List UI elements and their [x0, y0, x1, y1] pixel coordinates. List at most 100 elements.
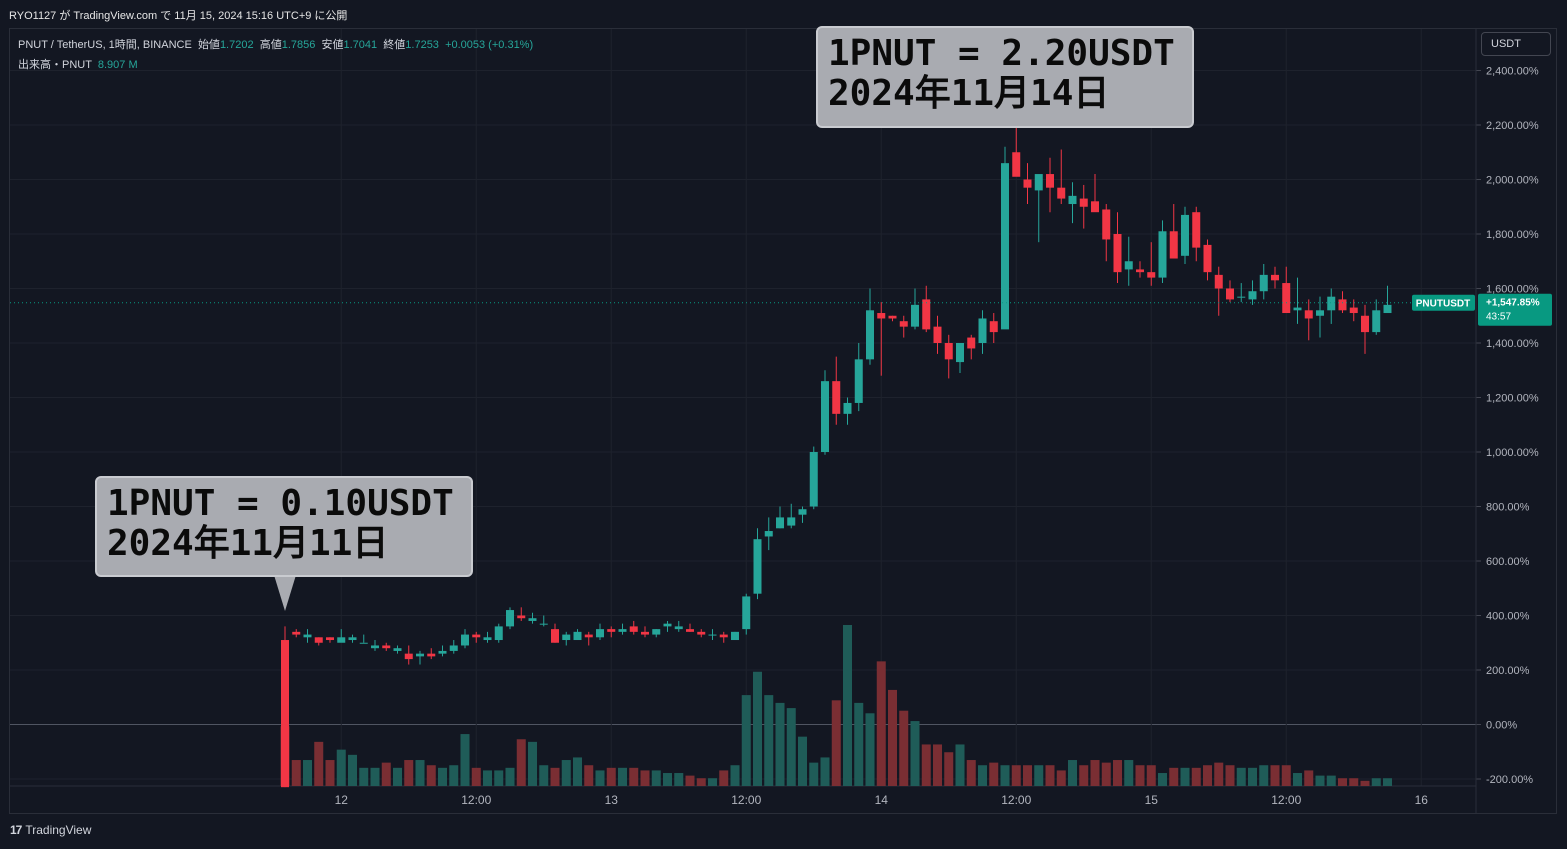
candle-body	[1147, 272, 1156, 278]
volume-bar	[685, 775, 695, 786]
candle-body	[1001, 163, 1009, 330]
x-tick-label: 13	[605, 793, 619, 807]
volume-bar	[1259, 765, 1269, 786]
candle-body	[281, 640, 289, 788]
volume-bar	[606, 767, 616, 786]
volume-bar	[786, 708, 796, 786]
volume-bar	[1191, 767, 1201, 786]
volume-bar	[696, 778, 706, 786]
volume-bar	[809, 762, 819, 786]
candle-body	[438, 650, 447, 654]
volume-bar	[798, 736, 807, 786]
volume-bar	[1000, 765, 1010, 786]
currency-unit-button[interactable]: USDT	[1481, 32, 1551, 56]
volume-bar	[1079, 765, 1089, 786]
chart-frame[interactable]	[9, 28, 1557, 814]
annotation-high[interactable]: 1PNUT = 2.20USDT 2024年11月14日	[816, 26, 1194, 128]
volume-bar	[910, 721, 920, 786]
volume-bar	[966, 760, 976, 786]
candle-body	[517, 615, 526, 619]
x-tick-label: 12	[335, 793, 349, 807]
volume-bar	[1270, 765, 1280, 786]
candle-body	[967, 337, 976, 349]
symbol-tag	[1412, 294, 1475, 311]
volume-bar	[348, 754, 357, 786]
candle-body	[337, 637, 346, 643]
candle-body	[494, 626, 503, 641]
volume-bar	[573, 757, 582, 786]
candle-body	[551, 629, 559, 643]
volume-bar	[1236, 767, 1246, 786]
candle-body	[843, 402, 852, 414]
candle-body	[922, 299, 931, 330]
candle-body	[292, 631, 301, 635]
volume-bar	[426, 765, 436, 786]
volume-bar	[1158, 773, 1167, 786]
candle-body	[674, 626, 683, 630]
annotation-low-pointer	[274, 575, 296, 611]
volume-bar	[944, 752, 954, 786]
volume-bar	[1090, 760, 1100, 786]
x-tick-label: 14	[875, 793, 889, 807]
candle-body	[596, 629, 604, 638]
candle-body	[562, 634, 571, 641]
volume-bar	[708, 778, 717, 786]
ohlc-legend: PNUT / TetherUS, 1時間, BINANCE 始値1.7202 高…	[18, 36, 533, 72]
volume-bar	[1304, 770, 1314, 786]
candle-body	[449, 645, 458, 651]
volume-bar	[1326, 775, 1336, 786]
tradingview-footer[interactable]: 17 TradingView	[10, 823, 91, 837]
candle-body	[933, 326, 942, 343]
volume-bar	[1338, 778, 1347, 786]
candle-body	[314, 637, 323, 643]
candle-body	[1169, 231, 1178, 259]
volume-bar	[291, 760, 301, 786]
candle-body	[393, 648, 402, 651]
candle-body	[404, 653, 413, 660]
candle-body	[1057, 187, 1066, 199]
volume-bar	[539, 765, 549, 786]
candle-body	[1113, 234, 1122, 273]
open-label: 始値	[197, 39, 220, 51]
x-tick-label: 16	[1415, 793, 1429, 807]
symbol-label[interactable]: PNUT / TetherUS, 1時間, BINANCE	[18, 39, 192, 51]
candle-body	[416, 653, 424, 657]
volume-bar	[359, 767, 369, 786]
volume-label: 出来高・PNUT	[18, 59, 92, 71]
candle-body	[719, 634, 728, 638]
candle-body	[1338, 299, 1347, 311]
candle-body	[989, 321, 998, 333]
candle-body	[798, 509, 807, 515]
volume-bar	[663, 773, 672, 786]
candle-body	[539, 623, 548, 625]
volume-bar	[1360, 780, 1370, 786]
y-tick-label: 800.00%	[1486, 502, 1530, 514]
volume-bar	[753, 671, 762, 786]
volume-bar	[1315, 775, 1325, 786]
candle-body	[866, 310, 874, 360]
volume-bar	[336, 749, 346, 786]
candle-body	[1079, 198, 1088, 207]
y-tick-label: 1,400.00%	[1486, 338, 1539, 350]
annotation-high-line1: 1PNUT = 2.20USDT	[828, 33, 1175, 74]
open-value: 1.7202	[219, 39, 254, 51]
candle-body	[573, 631, 582, 641]
tradingview-logo-icon: 17	[10, 823, 22, 837]
volume-bar	[1383, 778, 1392, 786]
volume-bar	[1248, 767, 1257, 786]
candle-body	[742, 596, 751, 630]
candle-body	[821, 381, 829, 452]
candle-body	[809, 452, 818, 507]
volume-bar	[1214, 762, 1224, 786]
volume-bar	[629, 767, 639, 786]
volume-bar	[1180, 767, 1190, 786]
x-tick-label: 12:00	[461, 793, 491, 807]
candle-body	[1304, 310, 1313, 319]
volume-bar	[1034, 765, 1044, 786]
candle-body	[483, 637, 492, 641]
candle-body	[461, 634, 469, 646]
annotation-low[interactable]: 1PNUT = 0.10USDT 2024年11月11日	[95, 476, 473, 577]
candle-body	[731, 631, 739, 641]
candle-body	[787, 517, 796, 526]
